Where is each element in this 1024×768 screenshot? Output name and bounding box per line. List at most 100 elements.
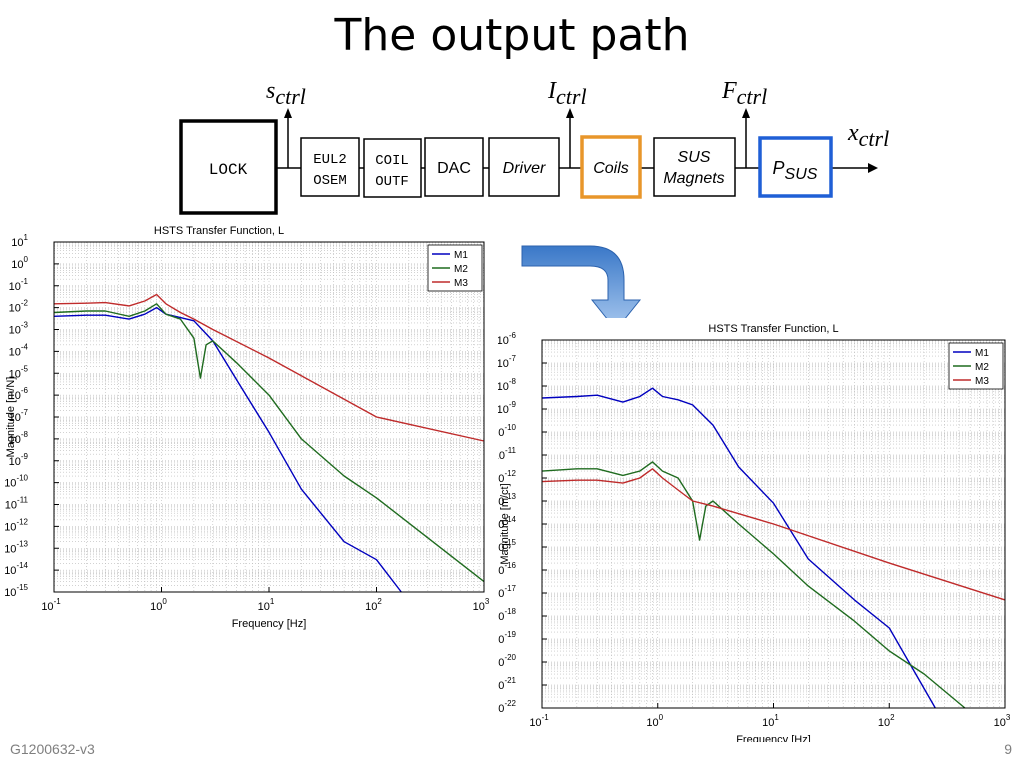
y-tick-label: 10-1 — [9, 277, 29, 293]
y-tick-label: 10-20 — [498, 653, 517, 669]
mask-right — [484, 220, 496, 630]
mask-top — [0, 220, 496, 242]
legend-label-m3: M3 — [975, 376, 989, 387]
y-tick-label: 10-3 — [9, 321, 29, 337]
y-tick-label: 10-9 — [498, 400, 517, 416]
slide-title: The output path — [334, 10, 690, 61]
legend-label-m1: M1 — [454, 250, 468, 261]
y-axis-label: Magnitude [m/N] — [5, 377, 17, 458]
block-lock: LOCK — [179, 119, 278, 215]
y-tick-label: 10-17 — [498, 584, 517, 600]
y-tick-label: 10-18 — [498, 607, 517, 623]
output-arrowhead — [868, 163, 878, 173]
block-coiloutf-line1: COIL — [375, 153, 409, 169]
x-axis-label: Frequency [Hz] — [232, 618, 307, 630]
block-coils: Coils — [580, 135, 642, 199]
y-tick-label: 10-11 — [5, 496, 29, 512]
grid — [542, 340, 1005, 708]
tap-i-ctrl: Ictrl — [547, 78, 587, 168]
legend-label-m2: M2 — [454, 264, 468, 275]
x-tick-label: 10-1 — [41, 597, 61, 613]
transition-arrow-icon — [521, 245, 642, 331]
block-dac-label: DAC — [437, 160, 471, 177]
y-tick-label: 10-16 — [498, 561, 517, 577]
x-tick-label: 101 — [258, 597, 275, 613]
chart-transfer-function-mct: 10-1 100 101 102 103 10-6 10-7 10-8 10-9 10-10 10-… — [498, 318, 1024, 742]
block-coiloutf: COIL OUTF — [363, 138, 422, 198]
series-line-m1 — [541, 387, 936, 709]
y-tick-label: 10-4 — [9, 342, 29, 358]
y-tick-label: 10-15 — [4, 583, 28, 599]
grid — [54, 242, 484, 592]
chart-title: HSTS Transfer Function, L — [154, 225, 284, 237]
series-line-m1 — [53, 306, 402, 593]
y-tick-label: 10-10 — [4, 474, 28, 490]
y-tick-label: 10-13 — [4, 539, 28, 555]
block-coils-label: Coils — [593, 160, 629, 177]
y-axis-label: Magnitude [m/ct] — [499, 483, 511, 564]
y-tick-label: 10-14 — [4, 561, 28, 577]
y-tick-label: 10-8 — [9, 430, 29, 446]
block-driver: Driver — [488, 137, 560, 197]
mask-bottom — [498, 708, 1024, 742]
block-sus-magnets-line1: SUS — [678, 149, 711, 166]
mask-left — [0, 220, 54, 630]
legend-label-m1: M1 — [975, 348, 989, 359]
series-line-m3 — [53, 293, 485, 442]
y-tick-label: 10-7 — [498, 354, 517, 370]
y-tick-label: 10-21 — [498, 676, 517, 692]
signal-s-ctrl-label: sctrl — [266, 78, 306, 109]
tap-s-ctrl: sctrl — [266, 78, 306, 168]
x-axis-label: Frequency [Hz] — [736, 734, 811, 742]
signal-f-ctrl-label: Fctrl — [721, 78, 767, 109]
signal-i-ctrl-label: Ictrl — [547, 78, 587, 109]
y-tick-label: 10-6 — [9, 386, 29, 402]
block-driver-label: Driver — [503, 160, 546, 177]
block-psus: PSUS — [758, 136, 833, 198]
footer-document-number: G1200632-v3 — [10, 741, 95, 757]
footer-page-number: 9 — [1004, 741, 1012, 757]
y-tick-label: 100 — [11, 255, 28, 271]
block-dac: DAC — [424, 137, 484, 197]
series-line-m3 — [541, 468, 1006, 601]
block-eul2osem-line2: OSEM — [313, 173, 347, 189]
block-coiloutf-line2: OUTF — [375, 174, 409, 190]
block-psus-label: PSUS — [773, 158, 818, 183]
chart-title: HSTS Transfer Function, L — [708, 323, 838, 335]
x-tick-label: 100 — [150, 597, 167, 613]
signal-x-ctrl-label: xctrl — [847, 120, 889, 151]
y-tick-label: 10-12 — [4, 517, 28, 533]
series-line-m2 — [53, 303, 485, 583]
mask-bottom — [0, 592, 496, 630]
y-tick-label: 10-8 — [498, 377, 517, 393]
y-tick-label: 10-13 — [498, 492, 517, 508]
x-tick-label: 10-1 — [529, 713, 549, 729]
y-tick-label: 10-9 — [9, 452, 29, 468]
y-tick-label: 101 — [11, 233, 28, 249]
y-tick-label: 10-10 — [498, 423, 517, 439]
chart-transfer-function-mn: 10-1 100 101 102 103 101 100 10-1 10-2 10-3 10-4 10… — [0, 220, 496, 630]
x-tick-label: 101 — [762, 713, 779, 729]
block-sus-magnets: SUS Magnets — [653, 137, 736, 197]
legend-label-m2: M2 — [975, 362, 989, 373]
x-tick-label: 103 — [994, 713, 1011, 729]
legend-label-m3: M3 — [454, 278, 468, 289]
y-tick-label: 10-5 — [9, 364, 29, 380]
x-tick-label: 102 — [878, 713, 895, 729]
block-sus-magnets-line2: Magnets — [663, 170, 724, 187]
block-eul2osem-line1: EUL2 — [313, 152, 347, 168]
y-tick-label: 10-12 — [498, 469, 517, 485]
y-tick-label: 10-22 — [498, 699, 517, 715]
y-tick-label: 10-19 — [498, 630, 517, 646]
y-tick-label: 10-7 — [9, 408, 29, 424]
tap-f-ctrl: Fctrl — [721, 78, 767, 168]
legend: M1 M2 M3 — [427, 244, 483, 292]
mask-left — [498, 318, 542, 742]
y-tick-label: 10-15 — [498, 538, 517, 554]
output-path-diagram: LOCK EUL2 OSEM COIL OUTF DAC Driver Coil… — [179, 78, 889, 215]
y-tick-label: 10-14 — [498, 515, 517, 531]
y-tick-label: 10-11 — [498, 446, 517, 462]
mask-top — [498, 318, 1024, 340]
x-tick-label: 103 — [473, 597, 490, 613]
x-tick-label: 100 — [646, 713, 663, 729]
